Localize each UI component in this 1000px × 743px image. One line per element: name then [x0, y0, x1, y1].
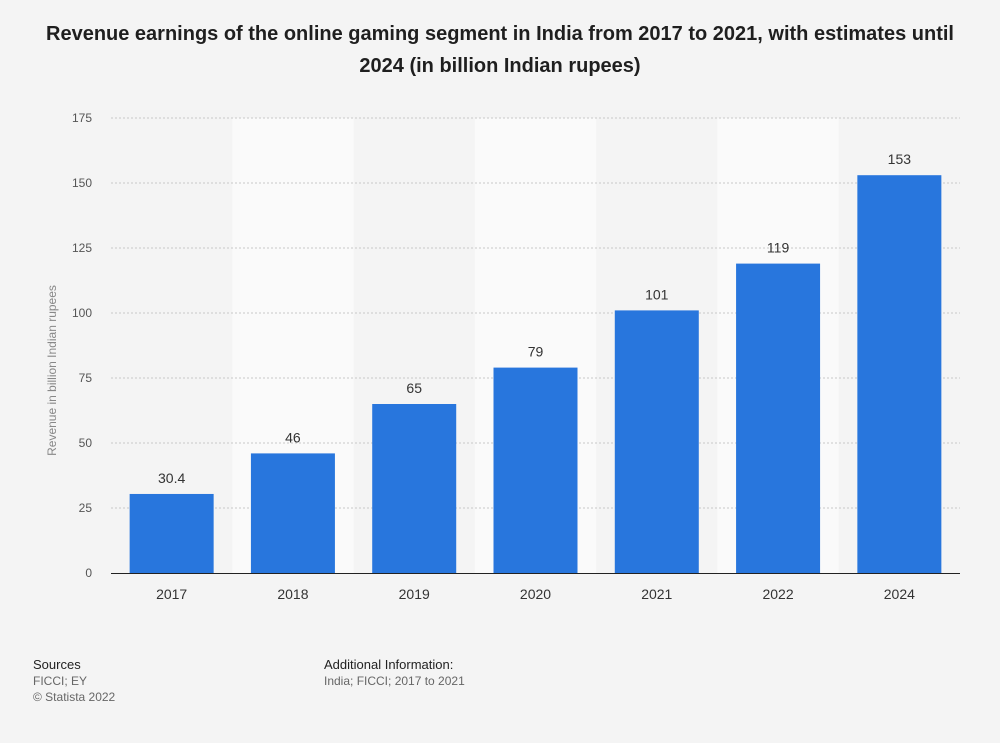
y-tick-label: 150 — [72, 176, 92, 190]
value-label-2024: 153 — [888, 151, 912, 167]
bar-2022[interactable] — [736, 263, 821, 573]
value-label-2022: 119 — [767, 240, 790, 256]
bar-2018[interactable] — [250, 453, 335, 573]
additional-info-heading: Additional Information: — [324, 657, 454, 672]
bar-2020[interactable] — [493, 367, 578, 573]
x-tick-label-2024: 2024 — [884, 586, 915, 602]
y-tick-label: 125 — [72, 241, 92, 255]
y-tick-label: 50 — [79, 436, 93, 450]
x-tick-label-2022: 2022 — [762, 586, 793, 602]
y-tick-label: 100 — [72, 306, 92, 320]
sources-block: Sources FICCI; EY © Statista 2022 — [33, 657, 115, 705]
x-tick-label-2019: 2019 — [399, 586, 430, 602]
y-tick-label: 175 — [72, 111, 92, 125]
x-tick-label-2021: 2021 — [641, 586, 672, 602]
y-tick-label: 0 — [85, 566, 92, 580]
y-tick-label: 25 — [79, 501, 93, 515]
x-tick-label-2018: 2018 — [277, 586, 308, 602]
value-label-2018: 46 — [285, 429, 301, 445]
sources-heading: Sources — [33, 657, 81, 672]
value-label-2017: 30.4 — [158, 470, 185, 486]
copyright-text: © Statista 2022 — [33, 690, 116, 704]
sources-text[interactable]: FICCI; EY — [33, 674, 88, 688]
x-axis-ticks: 2017 2018 2019 2020 2021 2022 2024 — [156, 586, 915, 602]
bar-2021[interactable] — [614, 310, 699, 573]
bar-2017[interactable] — [129, 493, 214, 573]
x-tick-label-2017: 2017 — [156, 586, 187, 602]
value-label-2020: 79 — [528, 344, 544, 360]
value-labels: 30.4 46 65 79 101 119 153 — [158, 151, 911, 486]
bars — [129, 175, 942, 573]
x-tick-label-2020: 2020 — [520, 586, 551, 602]
additional-info-block: Additional Information: India; FICCI; 20… — [324, 657, 465, 689]
y-tick-label: 75 — [79, 371, 93, 385]
y-axis-ticks: 0 25 50 75 100 125 150 175 — [72, 111, 92, 580]
y-axis-label: Revenue in billion Indian rupees — [45, 285, 59, 456]
additional-info-text: India; FICCI; 2017 to 2021 — [324, 674, 465, 688]
chart-title: Revenue earnings of the online gaming se… — [46, 23, 954, 77]
value-label-2021: 101 — [645, 286, 669, 302]
value-label-2019: 65 — [406, 380, 422, 396]
bar-2019[interactable] — [372, 404, 457, 573]
bar-2024[interactable] — [857, 175, 942, 573]
